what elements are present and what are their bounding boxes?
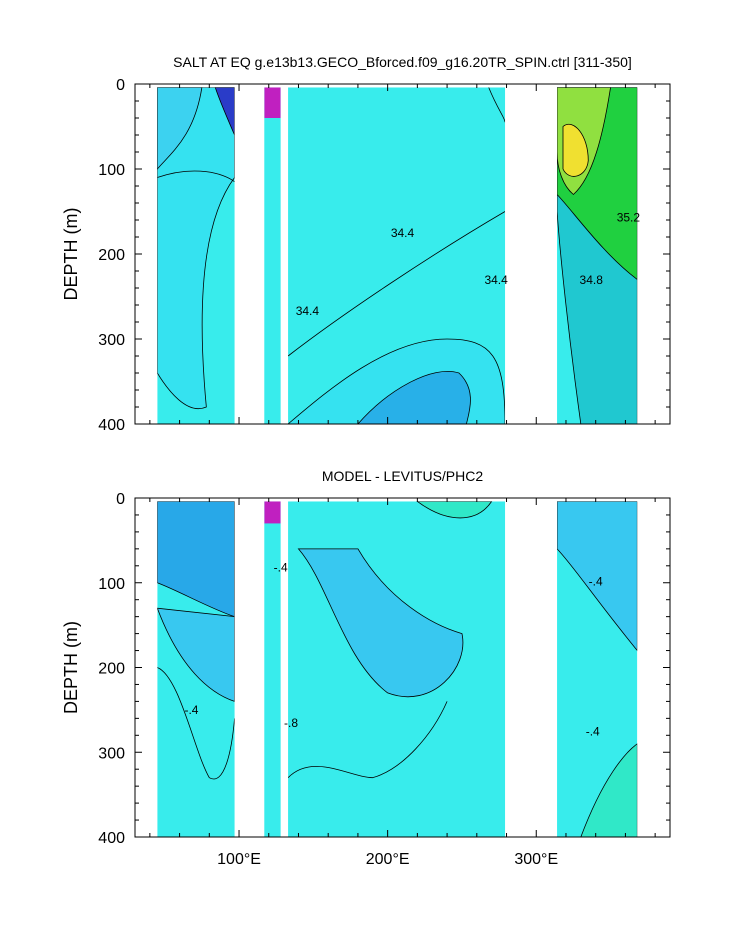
contour-label: 34.4 <box>484 273 508 287</box>
bottom-panel-difference: -.4 -.4 -.4 -.8 -.4 0 100 200 300 400 100°E 200°E 30… <box>61 468 671 868</box>
field-region <box>562 124 589 177</box>
y-tick-label: 200 <box>98 247 125 264</box>
field-area <box>157 501 638 837</box>
y-tick-label: 200 <box>98 661 125 678</box>
contour-label: 35.2 <box>617 211 641 225</box>
contour-label: -.4 <box>586 724 600 738</box>
land-gap <box>280 84 289 424</box>
field-region <box>157 607 235 702</box>
contour-line <box>287 701 448 779</box>
y-tick-label: 300 <box>98 745 125 762</box>
field-area <box>157 87 638 425</box>
land-gap <box>505 84 558 424</box>
y-tick-label: 0 <box>116 491 125 508</box>
contour-line <box>157 667 235 780</box>
land-gap <box>234 498 265 837</box>
x-tick-label: 200°E <box>366 851 410 868</box>
land-gap <box>234 84 265 424</box>
field-region <box>264 501 281 524</box>
field-region <box>357 371 471 425</box>
x-tick-label: 300°E <box>514 851 558 868</box>
contour-line <box>287 211 506 357</box>
x-tick-label: 100°E <box>217 851 261 868</box>
contour-label: -.4 <box>184 703 198 717</box>
contour-line <box>157 170 235 183</box>
field-region <box>157 87 203 170</box>
field-region <box>556 501 638 652</box>
contour-label: 34.4 <box>391 226 415 240</box>
contour-label: 34.4 <box>296 304 320 318</box>
contour-label: -.4 <box>274 561 288 575</box>
y-tick-label: 0 <box>116 77 125 94</box>
field-region <box>214 87 235 136</box>
y-tick-label: 100 <box>98 162 125 179</box>
land-gap <box>505 498 558 837</box>
chart-title: MODEL - LEVITUS/PHC2 <box>322 468 484 484</box>
contour-label: -.8 <box>284 716 298 730</box>
y-axis-label: DEPTH (m) <box>61 621 81 714</box>
field-region <box>264 87 281 118</box>
field-region <box>297 548 464 698</box>
field-region <box>157 87 235 410</box>
y-tick-label: 300 <box>98 332 125 349</box>
top-panel-salinity: 34.4 34.4 34.4 34.8 35.2 0 100 200 300 400 DEPTH (… <box>61 54 671 434</box>
field-region <box>580 743 638 837</box>
y-tick-label: 400 <box>98 830 125 847</box>
y-axis-label: DEPTH (m) <box>61 208 81 301</box>
y-tick-label: 400 <box>98 417 125 434</box>
chart-title: SALT AT EQ g.e13b13.GECO_Bforced.f09_g16… <box>173 54 632 70</box>
y-tick-label: 100 <box>98 576 125 593</box>
field-region <box>416 501 493 519</box>
contour-label: -.4 <box>589 574 603 588</box>
contour-label: 34.8 <box>580 273 604 287</box>
contour-line <box>488 87 506 123</box>
land-gap <box>280 498 289 837</box>
